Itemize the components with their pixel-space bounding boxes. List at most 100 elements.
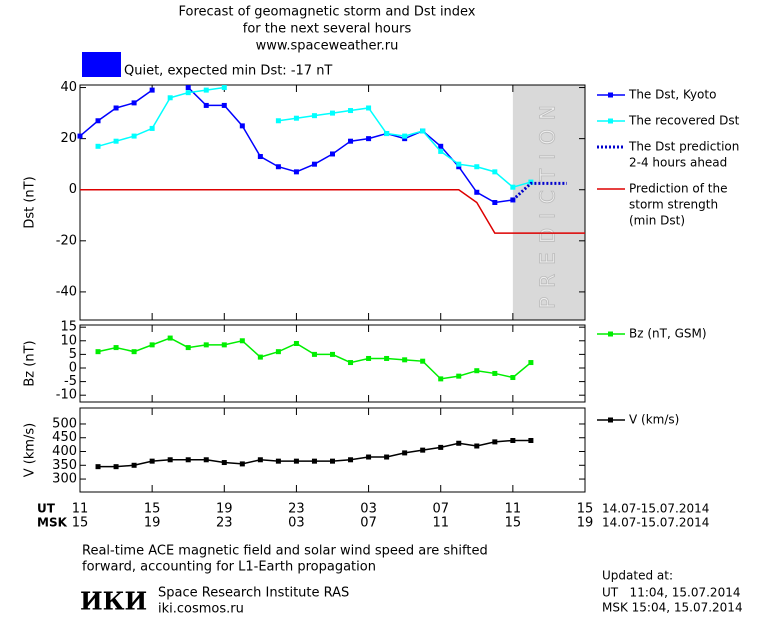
point (275, 118, 281, 124)
y-axis-label: V (km/s) (23, 423, 38, 478)
logo: ИКИ (80, 587, 147, 616)
point (438, 143, 444, 149)
plot-frame (79, 407, 586, 493)
point (384, 355, 390, 361)
point (330, 458, 335, 464)
point (257, 457, 263, 463)
point (330, 351, 335, 357)
point (149, 458, 155, 464)
legend-label: The Dst, Kyoto (628, 88, 716, 102)
point (366, 454, 372, 460)
legend-label: Prediction of the (629, 182, 728, 196)
point (257, 154, 263, 160)
point (95, 349, 101, 355)
series-line (80, 188, 585, 234)
point (257, 354, 263, 360)
y-tick-label: 15 (60, 320, 77, 335)
point (492, 169, 498, 175)
x-tick-label: 19 (216, 502, 233, 517)
point (474, 443, 480, 449)
point (221, 102, 227, 108)
y-tick-label: -40 (56, 284, 77, 299)
point (348, 108, 354, 114)
x-tick-label-msk: 15 (505, 516, 522, 531)
legend-marker (608, 417, 613, 423)
x-tick-label-msk: 23 (216, 516, 233, 531)
point (528, 360, 534, 366)
point (203, 102, 209, 108)
x-tick-label-msk: 03 (288, 516, 305, 531)
x-tick-label: 23 (288, 502, 305, 517)
x-row-label: UT (37, 502, 56, 516)
point (348, 138, 354, 144)
y-axis-label: Bz (nT) (23, 340, 38, 386)
point (95, 464, 101, 470)
point (149, 87, 155, 93)
point (311, 113, 317, 119)
series-line (97, 337, 532, 380)
x-row-label: MSK (37, 516, 68, 530)
legend-label: 2-4 hours ahead (629, 156, 727, 170)
y-tick-label: 5 (69, 347, 77, 362)
point (402, 136, 408, 142)
point (492, 200, 498, 205)
point (185, 85, 191, 91)
y-tick-label: 400 (52, 444, 77, 459)
point (402, 357, 408, 363)
point (420, 447, 426, 453)
point (492, 370, 498, 376)
point (510, 184, 516, 190)
point (366, 355, 372, 361)
x-tick-label-msk: 19 (144, 516, 161, 531)
point (420, 358, 426, 364)
y-tick-label: 300 (52, 472, 77, 487)
legend-label: The recovered Dst (628, 114, 740, 128)
point (131, 133, 137, 139)
point (275, 164, 281, 170)
point (438, 444, 444, 450)
legend-marker (608, 92, 613, 98)
point (293, 341, 299, 347)
series-line (79, 87, 513, 204)
x-tick-label: 15 (577, 502, 594, 517)
series-line (97, 86, 532, 189)
y-tick-label: 450 (52, 430, 77, 445)
point (239, 123, 245, 129)
legend-marker (608, 118, 613, 124)
x-tick-label-msk: 07 (360, 516, 377, 531)
plot-frame (79, 84, 586, 321)
prediction-label: PREDICTION (535, 96, 559, 309)
point (510, 437, 516, 443)
point (203, 342, 209, 348)
institute: Space Research Institute RAS (158, 586, 349, 601)
point (456, 373, 462, 379)
point (492, 439, 498, 445)
y-tick-label: 500 (52, 416, 77, 431)
point (203, 457, 209, 463)
footer-note: forward, accounting for L1-Earth propaga… (82, 560, 376, 575)
y-axis-label: Dst (nT) (23, 176, 38, 228)
point (167, 457, 173, 463)
x-tick-label: 07 (432, 502, 449, 517)
point (275, 349, 281, 355)
point (113, 464, 119, 470)
x-tick-label: 11 (72, 502, 89, 517)
x-tick-label: 15 (144, 502, 161, 517)
point (438, 376, 444, 382)
point (384, 131, 390, 137)
point (239, 338, 245, 344)
y-tick-label: 40 (60, 80, 77, 95)
point (330, 151, 335, 157)
point (420, 128, 426, 134)
legend-label: Bz (nT, GSM) (629, 327, 707, 341)
site: iki.cosmos.ru (158, 602, 244, 617)
point (185, 90, 191, 96)
y-tick-label: 0 (69, 182, 77, 197)
point (456, 440, 462, 446)
point (167, 95, 173, 101)
point (456, 164, 462, 170)
point (221, 342, 227, 348)
point (185, 457, 191, 463)
status-text: Quiet, expected min Dst: -17 nT (124, 64, 332, 79)
x-tick-label-msk: 19 (577, 516, 594, 531)
